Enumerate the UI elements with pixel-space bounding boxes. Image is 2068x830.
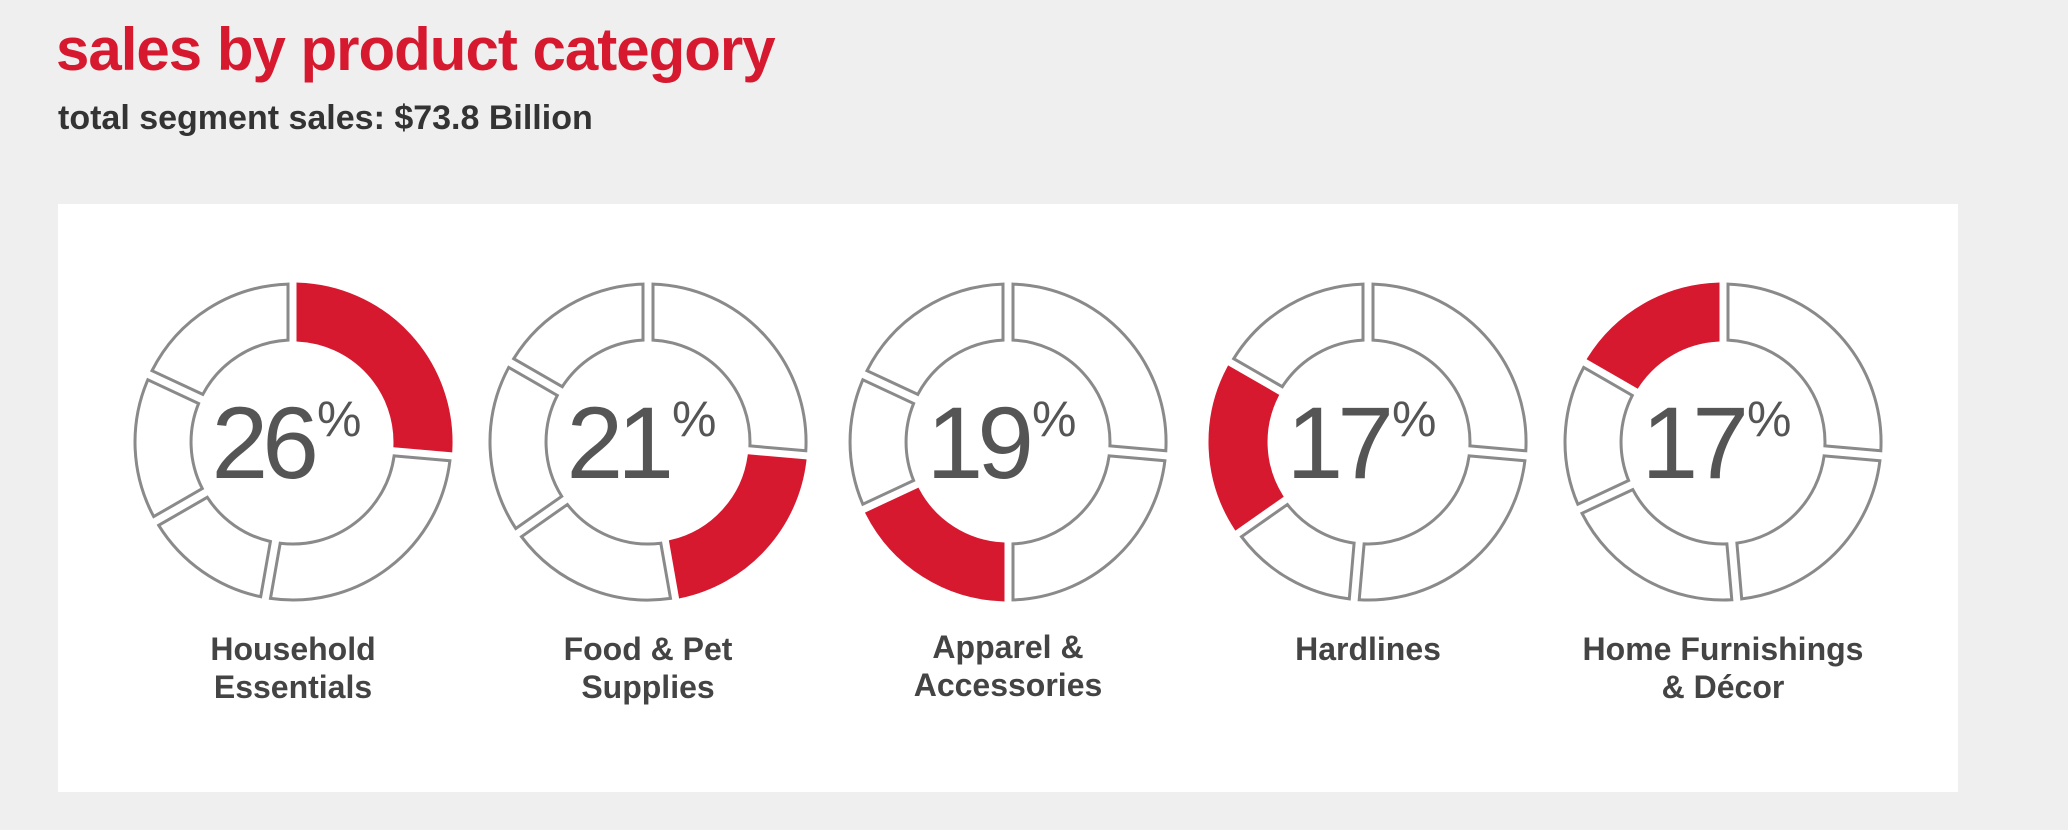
donut-highlight-slice bbox=[296, 282, 453, 453]
donut-outline-segment bbox=[1563, 365, 1635, 507]
donut-outline-segment bbox=[1735, 454, 1882, 601]
donut-chart-4: 17% bbox=[1208, 282, 1528, 602]
page-subtitle: total segment sales: $73.8 Billion bbox=[58, 99, 593, 137]
donut-highlight-slice bbox=[1208, 365, 1284, 531]
category-label: Apparel & Accessories bbox=[913, 629, 1103, 703]
value-label: 17 bbox=[1642, 386, 1745, 500]
donut-outline-segment bbox=[651, 282, 808, 453]
donut-outline-segment bbox=[864, 282, 1005, 397]
donut-highlight-slice bbox=[668, 454, 807, 599]
value-label: 21 bbox=[567, 386, 670, 500]
category-label: Home Furnishings & Décor bbox=[1582, 631, 1864, 705]
donut-outline-segment bbox=[1357, 454, 1527, 602]
donut-outline-segment bbox=[156, 495, 273, 599]
value-label: 19 bbox=[927, 386, 1030, 500]
donut-outline-segment bbox=[268, 454, 452, 602]
donut-outline-segment bbox=[1011, 282, 1168, 453]
donut-outline-segment bbox=[1011, 454, 1167, 602]
donut-outline-segment bbox=[1231, 282, 1365, 389]
percent-sign: % bbox=[672, 391, 716, 447]
donut-charts: 26% 21% 19% 17% 17% bbox=[133, 282, 1883, 602]
percent-sign: % bbox=[317, 391, 361, 447]
donut-outline-segment bbox=[488, 365, 564, 531]
donut-chart-2: 21% bbox=[488, 282, 808, 602]
donut-outline-segment bbox=[1239, 502, 1356, 601]
category-label: Food & Pet Supplies bbox=[563, 631, 733, 705]
donut-outline-segment bbox=[1579, 487, 1734, 602]
donut-chart-5: 17% bbox=[1563, 282, 1883, 602]
category-label: Hardlines bbox=[1295, 631, 1441, 667]
donut-outline-segment bbox=[848, 377, 916, 507]
value-label: 17 bbox=[1287, 386, 1390, 500]
donut-outline-segment bbox=[1726, 282, 1883, 453]
category-label: Household Essentials bbox=[210, 631, 376, 705]
donut-outline-segment bbox=[149, 282, 290, 397]
page-title: sales by product category bbox=[56, 16, 776, 83]
donut-outline-segment bbox=[519, 502, 673, 602]
percent-sign: % bbox=[1392, 391, 1436, 447]
value-label: 26 bbox=[212, 386, 316, 500]
donut-highlight-slice bbox=[1586, 282, 1720, 389]
chart-panel: 26% 21% 19% 17% 17% Household Essentials Food… bbox=[58, 204, 1958, 792]
donut-highlight-slice bbox=[864, 487, 1005, 602]
percent-sign: % bbox=[1747, 391, 1791, 447]
donut-outline-segment bbox=[511, 282, 645, 389]
donut-outline-segment bbox=[133, 377, 205, 519]
donut-chart-1: 26% bbox=[133, 282, 453, 602]
percent-sign: % bbox=[1032, 391, 1076, 447]
donut-outline-segment bbox=[1371, 282, 1528, 453]
donut-chart-3: 19% bbox=[848, 282, 1168, 602]
